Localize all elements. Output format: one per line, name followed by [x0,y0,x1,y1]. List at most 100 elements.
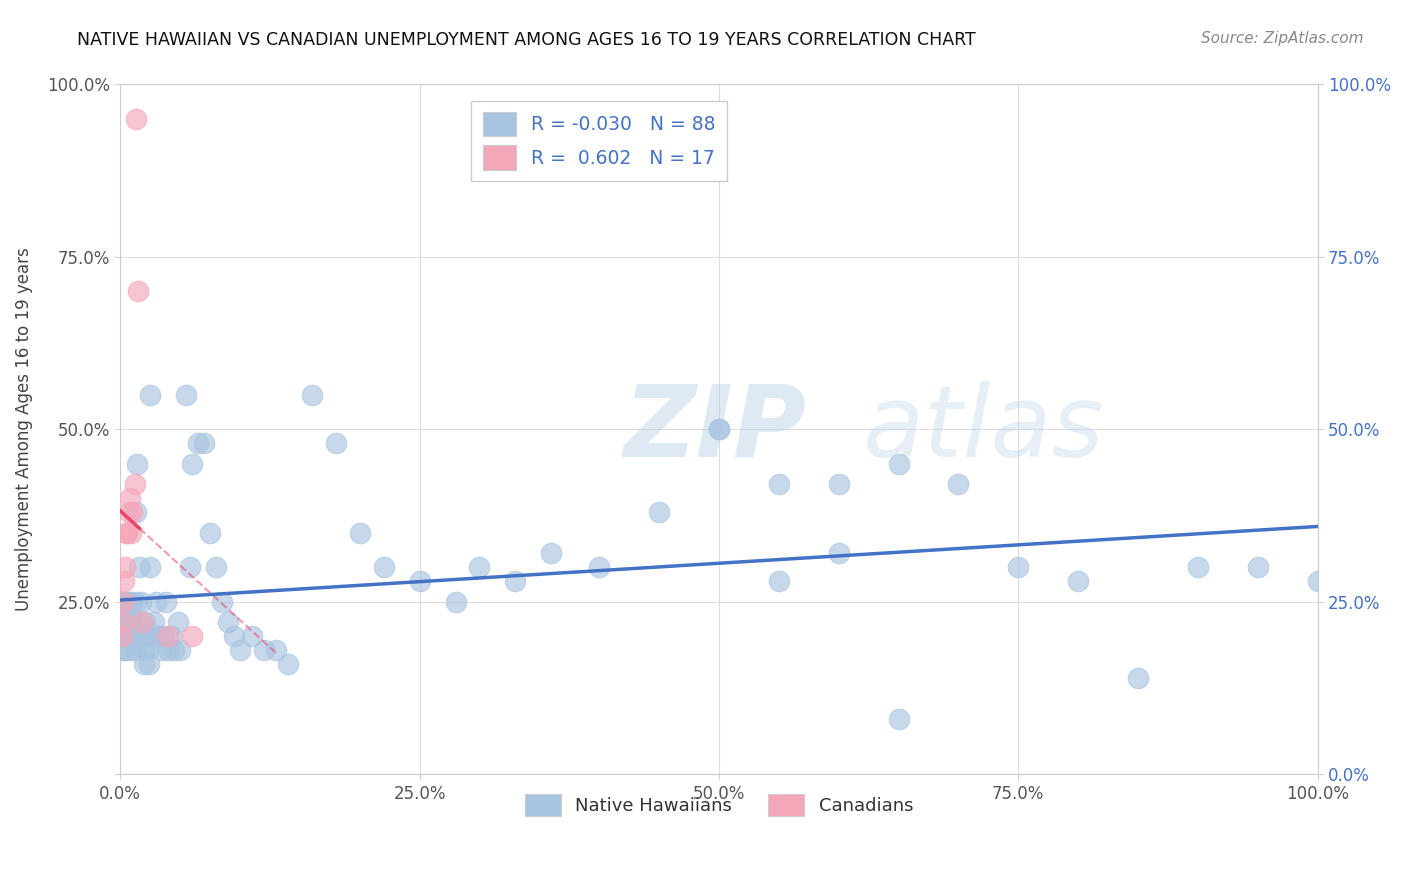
Point [132,629,155,643]
Point [707,422,730,436]
Point [349,525,371,540]
Point [125,595,148,609]
Point [155,595,177,609]
Point [110,615,132,630]
Point [118,505,141,519]
Point [134,615,156,630]
Point [118,595,141,609]
Point [193,436,215,450]
Point [121,595,143,609]
Point [277,657,299,671]
Point [1126,671,1149,685]
Point [1306,574,1329,588]
Point [222,629,245,643]
Point [131,615,153,630]
Point [114,560,136,574]
Point [124,477,146,491]
Point [121,615,143,630]
Point [205,560,228,574]
Point [117,615,139,630]
Point [827,477,849,491]
Point [1007,560,1029,574]
Point [110,629,132,643]
Point [124,643,146,657]
Text: atlas: atlas [863,381,1104,478]
Point [120,629,142,643]
Point [827,546,849,560]
Point [887,712,910,726]
Point [264,643,287,657]
Point [110,615,132,630]
Point [408,574,430,588]
Point [159,629,181,643]
Point [139,388,162,402]
Point [118,491,141,506]
Point [127,629,149,643]
Point [112,574,135,588]
Point [115,525,138,540]
Point [887,457,910,471]
Point [253,643,276,657]
Point [768,574,790,588]
Text: ZIP: ZIP [623,381,806,478]
Point [135,629,157,643]
Point [1187,560,1209,574]
Point [163,643,186,657]
Point [1067,574,1090,588]
Point [707,422,730,436]
Point [505,574,527,588]
Point [111,595,134,609]
Point [468,560,491,574]
Point [138,657,160,671]
Point [157,629,180,643]
Point [115,615,138,630]
Point [114,643,136,657]
Point [114,629,136,643]
Point [169,643,191,657]
Point [948,477,970,491]
Point [157,643,180,657]
Point [125,457,148,471]
Point [174,388,197,402]
Legend: Native Hawaiians, Canadians: Native Hawaiians, Canadians [517,788,921,823]
Point [110,595,132,609]
Point [540,546,562,560]
Point [142,615,165,630]
Text: NATIVE HAWAIIAN VS CANADIAN UNEMPLOYMENT AMONG AGES 16 TO 19 YEARS CORRELATION C: NATIVE HAWAIIAN VS CANADIAN UNEMPLOYMENT… [77,31,976,49]
Point [768,477,790,491]
Point [301,388,323,402]
Point [111,629,134,643]
Point [145,595,167,609]
Point [240,629,263,643]
Point [179,560,201,574]
Point [1247,560,1270,574]
Point [115,629,138,643]
Point [117,595,139,609]
Point [139,560,162,574]
Point [117,525,139,540]
Point [122,629,145,643]
Point [217,615,239,630]
Point [121,505,143,519]
Point [198,525,221,540]
Point [129,595,152,609]
Point [118,615,141,630]
Point [118,629,141,643]
Point [150,643,173,657]
Point [648,505,671,519]
Point [141,629,163,643]
Point [181,457,204,471]
Point [181,629,204,643]
Point [125,112,148,126]
Point [373,560,395,574]
Point [325,436,347,450]
Point [128,560,150,574]
Point [166,615,188,630]
Point [134,643,156,657]
Point [118,643,141,657]
Point [125,505,148,519]
Point [152,629,174,643]
Point [136,643,159,657]
Point [588,560,610,574]
Point [148,629,170,643]
